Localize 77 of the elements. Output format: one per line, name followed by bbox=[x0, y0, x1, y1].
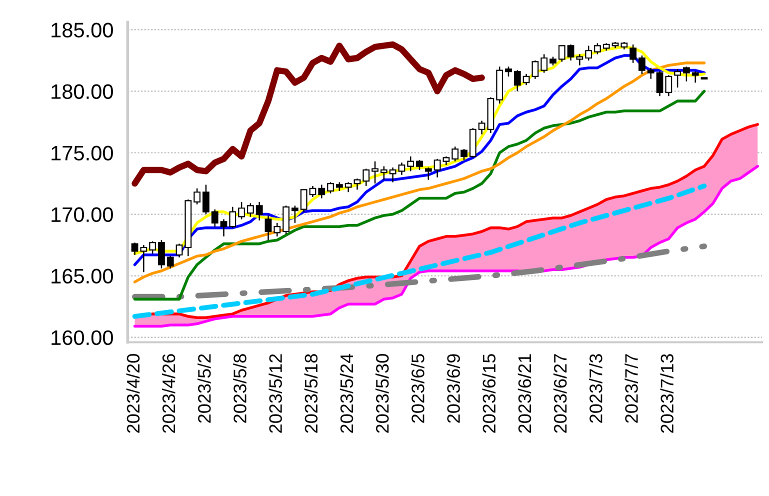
candlestick bbox=[389, 166, 396, 183]
candlestick bbox=[594, 42, 601, 55]
x-tick-label: 2023/5/24 bbox=[340, 354, 354, 433]
x-tick-label: 2023/5/2 bbox=[198, 354, 211, 423]
x-tick-label: 2023/4/20 bbox=[126, 354, 140, 433]
candlestick bbox=[692, 70, 699, 84]
candlestick bbox=[505, 66, 512, 78]
y-tick-label: 170.00 bbox=[52, 207, 113, 222]
candlestick bbox=[238, 201, 245, 220]
candlestick bbox=[407, 156, 414, 172]
candlestick bbox=[380, 166, 388, 180]
candlestick bbox=[416, 160, 423, 171]
x-tick-label: 2023/5/12 bbox=[268, 354, 282, 433]
candlestick bbox=[478, 120, 486, 135]
candlestick bbox=[567, 44, 574, 62]
candlestick bbox=[647, 67, 654, 80]
candlestick bbox=[362, 168, 370, 187]
candlestick bbox=[532, 60, 539, 80]
x-tick-label: 2023/5/18 bbox=[304, 354, 318, 433]
candlestick bbox=[247, 202, 254, 218]
candlestick bbox=[176, 243, 183, 258]
candlestick bbox=[372, 160, 378, 184]
candlestick bbox=[300, 189, 308, 212]
candlestick bbox=[452, 146, 459, 162]
candlestick bbox=[264, 214, 272, 241]
candlestick bbox=[638, 54, 646, 75]
x-tick-label: 2023/5/30 bbox=[376, 354, 389, 433]
candlestick bbox=[256, 201, 263, 222]
candlestick bbox=[460, 148, 468, 161]
candlestick bbox=[344, 182, 352, 193]
x-tick-label: 2023/7/7 bbox=[624, 354, 638, 423]
x-tick-label: 2023/5/8 bbox=[233, 354, 246, 423]
y-tick-label: 165.00 bbox=[52, 268, 113, 284]
candlestick bbox=[202, 184, 210, 215]
candlestick bbox=[424, 166, 432, 180]
candlestick bbox=[576, 54, 584, 66]
candlestick bbox=[309, 185, 316, 198]
candlestick bbox=[558, 45, 566, 62]
candlestick bbox=[514, 70, 521, 92]
candlestick bbox=[398, 162, 406, 176]
candlestick bbox=[211, 208, 218, 228]
y-tick-label: 185.00 bbox=[52, 22, 113, 38]
candlestick bbox=[327, 182, 334, 194]
candlestick bbox=[149, 240, 156, 254]
candlestick bbox=[131, 242, 138, 256]
candlestick bbox=[522, 73, 530, 86]
line-series bbox=[133, 90, 706, 301]
x-tick-label: 2023/6/27 bbox=[553, 354, 567, 433]
x-tick-label: 2023/4/26 bbox=[162, 354, 176, 433]
candlestick bbox=[630, 44, 637, 64]
y-tick-label: 160.00 bbox=[52, 330, 113, 346]
y-tick-label: 175.00 bbox=[52, 146, 113, 161]
candlestick bbox=[158, 239, 165, 270]
candlestick bbox=[354, 178, 361, 190]
x-tick-label: 2023/6/21 bbox=[518, 354, 532, 433]
candlestick bbox=[665, 74, 672, 97]
y-tick-label: 180.00 bbox=[52, 84, 113, 99]
x-tick-label: 2023/7/3 bbox=[589, 354, 602, 423]
candlestick bbox=[434, 158, 441, 178]
candlestick bbox=[274, 222, 281, 238]
candlestick bbox=[291, 205, 298, 224]
candlestick bbox=[220, 218, 228, 238]
candlestick bbox=[674, 68, 681, 88]
x-tick-label: 2023/7/13 bbox=[660, 354, 674, 433]
candlestick bbox=[140, 244, 148, 273]
x-tick-label: 2023/6/9 bbox=[446, 354, 460, 423]
candlestick bbox=[656, 70, 664, 97]
candlestick bbox=[683, 66, 690, 82]
candlestick bbox=[318, 184, 326, 199]
candlestick bbox=[166, 255, 174, 270]
candlestick bbox=[229, 206, 236, 228]
candlestick bbox=[540, 54, 548, 74]
line-series bbox=[132, 184, 707, 319]
x-tick-label: 2023/6/5 bbox=[411, 354, 424, 423]
x-tick-label: 2023/6/15 bbox=[482, 354, 496, 433]
candlestick bbox=[585, 45, 592, 62]
candlestick bbox=[194, 188, 201, 206]
